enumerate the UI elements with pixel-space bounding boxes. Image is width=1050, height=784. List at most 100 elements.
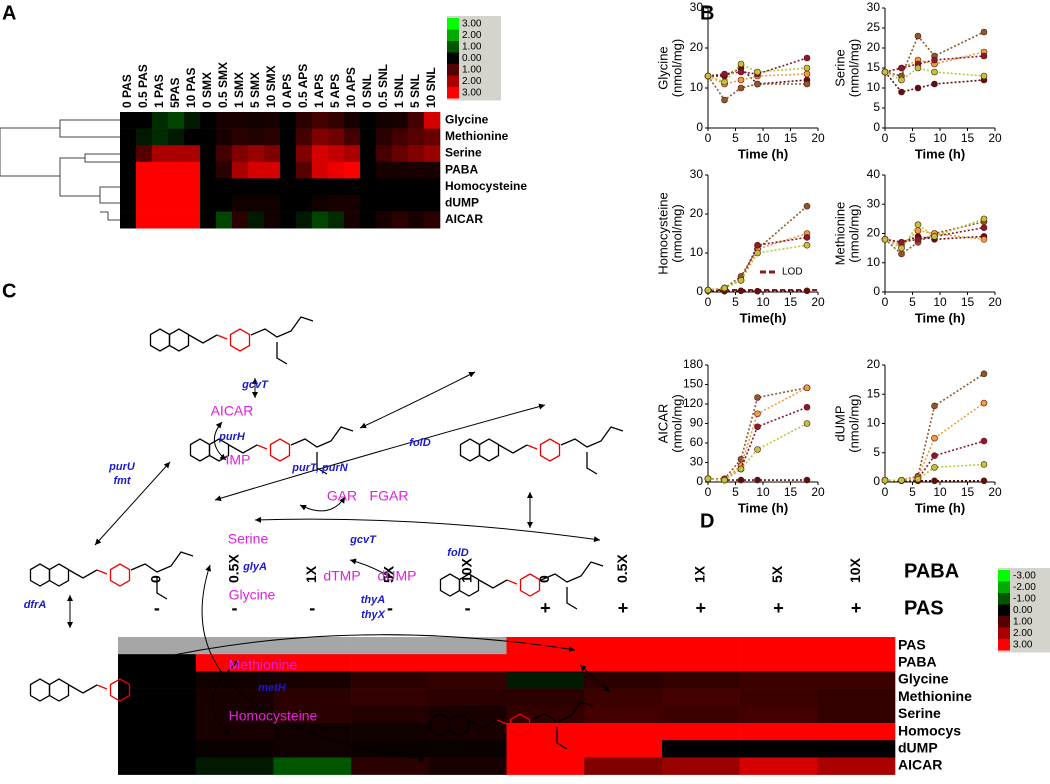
data-point xyxy=(881,236,889,243)
heatmap-cell xyxy=(408,128,425,146)
heatmap-cell xyxy=(328,112,345,129)
column-label: 1 APS xyxy=(312,74,326,108)
data-point xyxy=(931,68,938,76)
x-tick-label: 20 xyxy=(988,485,1002,499)
x-tick-label: 0 xyxy=(882,485,889,499)
heatmap-cell xyxy=(351,757,430,775)
folate-structure xyxy=(429,701,594,750)
heatmap-cell xyxy=(232,195,249,212)
sign-label: + xyxy=(851,598,862,618)
enzyme-label: metH xyxy=(258,682,287,694)
heatmap-cell xyxy=(661,740,740,758)
x-tick-label: 10 xyxy=(933,295,947,309)
row-label: Methionine xyxy=(445,129,509,143)
column-label: 0.5 PAS xyxy=(136,64,150,108)
heatmap-cell xyxy=(424,145,441,163)
data-point xyxy=(898,76,905,84)
heatmap-cell xyxy=(817,705,896,724)
data-point xyxy=(931,434,938,442)
data-point xyxy=(803,420,811,427)
heatmap-cell xyxy=(661,705,740,724)
heatmap-cell xyxy=(428,671,507,689)
x-axis-label: Time (h) xyxy=(915,310,965,325)
series-line xyxy=(707,406,808,481)
heatmap-cell xyxy=(360,161,377,179)
series-line xyxy=(884,221,985,255)
y-tick-label: 5 xyxy=(873,445,880,459)
enzyme-label: purT, purN xyxy=(291,462,348,474)
series-line xyxy=(707,73,808,85)
linker-red xyxy=(496,719,508,725)
heatmap-cell xyxy=(216,161,233,179)
heatmap-cell xyxy=(118,654,196,672)
data-point xyxy=(914,32,922,40)
x-tick-label: 5 xyxy=(909,485,916,499)
heatmap-cell xyxy=(216,128,233,146)
heatmap-cell xyxy=(351,637,430,655)
y-axis-label: Homocysteine xyxy=(655,192,670,274)
y-tick-label: 0 xyxy=(873,474,880,488)
y-tick-label: 0 xyxy=(696,474,703,488)
heatmap-cell xyxy=(200,128,217,146)
heatmap-cell xyxy=(817,740,896,758)
y-axis-label: (nmol/mg) xyxy=(669,394,684,453)
heatmap-cell xyxy=(739,740,818,758)
series-line xyxy=(885,440,985,482)
x-tick-label: 10 xyxy=(756,295,770,309)
data-point xyxy=(737,276,745,284)
colorbar-swatch xyxy=(998,570,1010,582)
row-label: dUMP xyxy=(898,740,938,756)
enzyme-label: purH xyxy=(218,431,246,443)
data-point xyxy=(914,227,922,234)
heatmap-cell xyxy=(428,654,507,672)
heatmap-cell xyxy=(424,211,441,229)
heatmap-cell xyxy=(120,128,137,146)
ring xyxy=(478,438,500,462)
heatmap-cell xyxy=(195,740,274,758)
y-tick-label: 0 xyxy=(696,120,703,134)
heatmap-cell xyxy=(184,128,201,146)
heatmap-cell xyxy=(120,145,137,163)
series-line xyxy=(884,229,985,247)
heatmap-cell xyxy=(344,161,361,179)
y-axis-label: (nmol/mg) xyxy=(846,39,861,98)
column-label: 10 PAS xyxy=(184,68,198,108)
ring xyxy=(459,438,481,462)
data-point xyxy=(980,215,988,223)
colorbar-swatch xyxy=(998,593,1010,605)
heatmap-cell xyxy=(408,195,425,212)
heatmap-cell xyxy=(248,161,265,179)
column-label: 1 SNL xyxy=(392,74,406,108)
heatmap-cell xyxy=(216,145,233,163)
data-point xyxy=(754,80,761,88)
data-point xyxy=(803,234,811,241)
x-tick-label: 15 xyxy=(784,131,798,145)
ring xyxy=(168,328,190,352)
heatmap-cell xyxy=(312,195,329,212)
data-point xyxy=(980,224,988,231)
x-tick-label: 15 xyxy=(784,485,798,499)
x-tick-label: 20 xyxy=(811,295,825,309)
x-tick-label: 0 xyxy=(705,131,712,145)
x-axis-label: Time (h) xyxy=(738,146,788,161)
data-point xyxy=(737,476,745,484)
lod-label: LOD xyxy=(782,267,803,278)
heatmap-cell xyxy=(392,128,409,146)
series-line xyxy=(884,218,985,250)
x-tick-label: 15 xyxy=(961,131,975,145)
heatmap-cell xyxy=(584,671,663,689)
heatmap-cell xyxy=(136,145,153,163)
data-point xyxy=(898,476,905,484)
heatmap-cell xyxy=(584,723,663,741)
panel-label: D xyxy=(700,510,714,532)
enzyme-label: glyA xyxy=(242,561,267,573)
y-tick-label: 0 xyxy=(873,120,880,134)
y-tick-label: 30 xyxy=(867,196,881,210)
data-point xyxy=(754,68,761,76)
row-label: AICAR xyxy=(898,757,942,773)
column-label: 10X xyxy=(847,557,863,583)
data-point xyxy=(898,88,905,96)
panel-label: C xyxy=(2,280,16,302)
data-point xyxy=(898,238,905,246)
data-point xyxy=(754,287,761,295)
